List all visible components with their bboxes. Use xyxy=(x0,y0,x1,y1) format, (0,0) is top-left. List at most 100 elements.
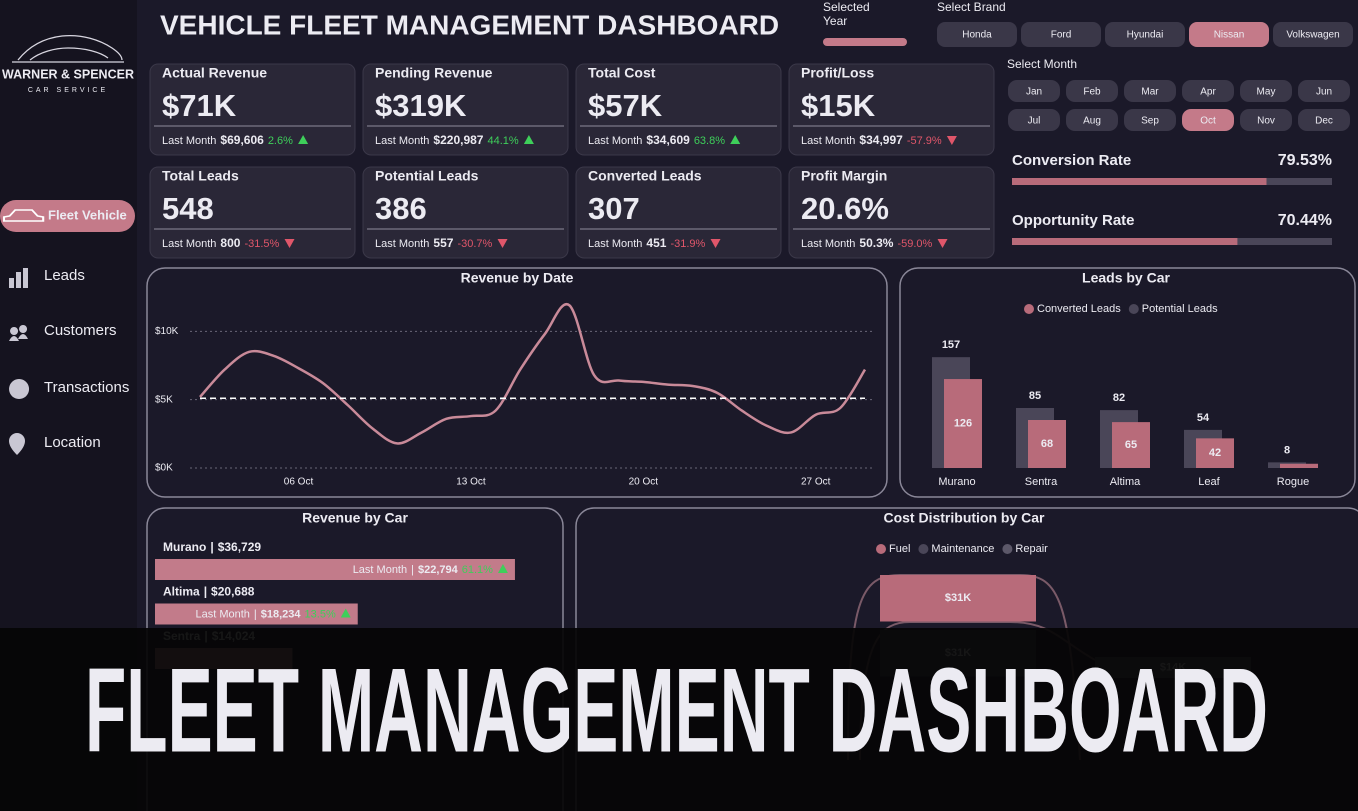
compare-change: -57.9% xyxy=(907,135,942,147)
kpi-value: $71K xyxy=(162,88,237,123)
rate-value: 70.44% xyxy=(1278,212,1332,229)
bar-label: 85 xyxy=(1029,390,1041,402)
month-button[interactable] xyxy=(1066,80,1118,102)
compare-label: Last Month xyxy=(588,135,642,147)
month-button[interactable] xyxy=(1008,80,1060,102)
month-button-label[interactable]: Oct xyxy=(1200,116,1216,127)
compare-change: 13.5% xyxy=(305,608,336,620)
separator: | xyxy=(411,564,414,576)
brand-button[interactable] xyxy=(937,22,1017,47)
compare-change: 63.8% xyxy=(694,135,725,147)
compare-change: -31.9% xyxy=(670,238,705,250)
legend-label: Maintenance xyxy=(931,543,994,555)
brand-button[interactable] xyxy=(1273,22,1353,47)
trend-arrow xyxy=(298,135,309,144)
legend-label: Converted Leads xyxy=(1037,303,1121,315)
compare-previous: 800 xyxy=(220,236,240,250)
nav-item[interactable]: Fleet Vehicle xyxy=(48,207,127,222)
kpi-card xyxy=(788,63,995,156)
chart-title: Cost Distribution by Car xyxy=(883,510,1045,526)
month-button[interactable] xyxy=(1298,109,1350,131)
month-button[interactable] xyxy=(1182,80,1234,102)
y-tick-label: $0K xyxy=(155,463,173,474)
kpi-card xyxy=(788,166,995,259)
dashboard-title: VEHICLE FLEET MANAGEMENT DASHBOARD xyxy=(160,9,779,40)
x-tick-label: Murano xyxy=(938,476,975,488)
legend-swatch xyxy=(1002,544,1013,554)
month-button-label[interactable]: Jan xyxy=(1026,87,1042,98)
brand-tagline: CAR SERVICE xyxy=(28,87,108,94)
bar-label: 157 xyxy=(942,339,960,351)
kpi-title: Total Leads xyxy=(162,168,239,184)
legend-swatch xyxy=(918,544,929,554)
month-button-label[interactable]: Apr xyxy=(1200,87,1216,98)
separator: | xyxy=(210,540,213,554)
kpi-title: Converted Leads xyxy=(588,168,702,184)
month-button-label[interactable]: Sep xyxy=(1141,116,1159,127)
compare-label: Last Month xyxy=(801,135,855,147)
compare-change: 2.6% xyxy=(268,135,293,147)
bar-label: 54 xyxy=(1197,412,1210,424)
month-button-label[interactable]: May xyxy=(1257,87,1276,98)
nav-item[interactable]: Location xyxy=(44,434,101,451)
month-button-label[interactable]: Aug xyxy=(1083,116,1101,127)
kpi-value: 307 xyxy=(588,191,640,226)
logo-car xyxy=(12,34,124,63)
month-button[interactable] xyxy=(1066,109,1118,131)
brand-button[interactable] xyxy=(1189,22,1269,47)
legend-swatch xyxy=(876,544,886,554)
month-button-label[interactable]: Nov xyxy=(1257,116,1275,127)
bar-category-label: Altima | $20,688 xyxy=(163,585,255,599)
month-button[interactable] xyxy=(1124,80,1176,102)
x-tick-label: 13 Oct xyxy=(456,477,486,488)
month-button[interactable] xyxy=(1124,109,1176,131)
kpi-comparison: Last Month 50.3% -59.0% xyxy=(801,236,933,250)
compare-label: Last Month xyxy=(375,135,429,147)
month-button[interactable] xyxy=(1240,109,1292,131)
legend-label: Fuel xyxy=(889,543,910,555)
nav-item[interactable]: Leads xyxy=(44,267,85,284)
month-button[interactable] xyxy=(1298,80,1350,102)
nav-item[interactable]: Customers xyxy=(44,322,117,339)
year-filter-label: Selected Year xyxy=(823,0,870,28)
brand-button[interactable] xyxy=(1021,22,1101,47)
legend-swatch xyxy=(1128,304,1139,314)
month-button-label[interactable]: Jun xyxy=(1316,87,1332,98)
month-button[interactable] xyxy=(1008,109,1060,131)
trend-arrow xyxy=(523,135,534,144)
nav-item[interactable]: Transactions xyxy=(44,379,129,396)
month-button-label[interactable]: Mar xyxy=(1141,87,1159,98)
compare-label: Last Month xyxy=(195,608,249,620)
compare-previous: $34,609 xyxy=(646,133,690,147)
year-slider[interactable] xyxy=(823,38,907,46)
x-tick-label: 06 Oct xyxy=(284,477,314,488)
brand-filter-label: Select Brand xyxy=(937,0,1006,14)
revenue-bar xyxy=(155,603,358,625)
chart-panel xyxy=(899,267,1356,498)
legend-swatch xyxy=(1024,304,1034,314)
separator: | xyxy=(204,585,207,599)
bar-comparison: Last Month | $22,794 61.1% xyxy=(353,564,493,576)
month-button-label[interactable]: Dec xyxy=(1315,116,1333,127)
brand-button-label[interactable]: Volkswagen xyxy=(1286,30,1339,41)
category: Altima xyxy=(163,585,200,599)
brand-button-label[interactable]: Nissan xyxy=(1214,30,1245,41)
brand-button-label[interactable]: Hyundai xyxy=(1127,30,1164,41)
month-button[interactable] xyxy=(1182,109,1234,131)
bar-label: 65 xyxy=(1125,439,1137,451)
chart-title: Leads by Car xyxy=(1082,270,1170,286)
month-button-label[interactable]: Jul xyxy=(1028,116,1041,127)
converted-bar xyxy=(1196,438,1234,468)
month-button[interactable] xyxy=(1240,80,1292,102)
x-tick-label: Rogue xyxy=(1277,476,1309,488)
month-button-label[interactable]: Feb xyxy=(1083,87,1101,98)
kpi-value: 20.6% xyxy=(801,191,889,226)
compare-change: 61.1% xyxy=(462,564,493,576)
brand-button-label[interactable]: Honda xyxy=(962,30,992,41)
brand-button-label[interactable]: Ford xyxy=(1051,30,1072,41)
brand-button[interactable] xyxy=(1105,22,1185,47)
x-tick-label: 27 Oct xyxy=(801,477,831,488)
kpi-card xyxy=(149,63,356,156)
month-filter-label: Select Month xyxy=(1007,57,1077,71)
